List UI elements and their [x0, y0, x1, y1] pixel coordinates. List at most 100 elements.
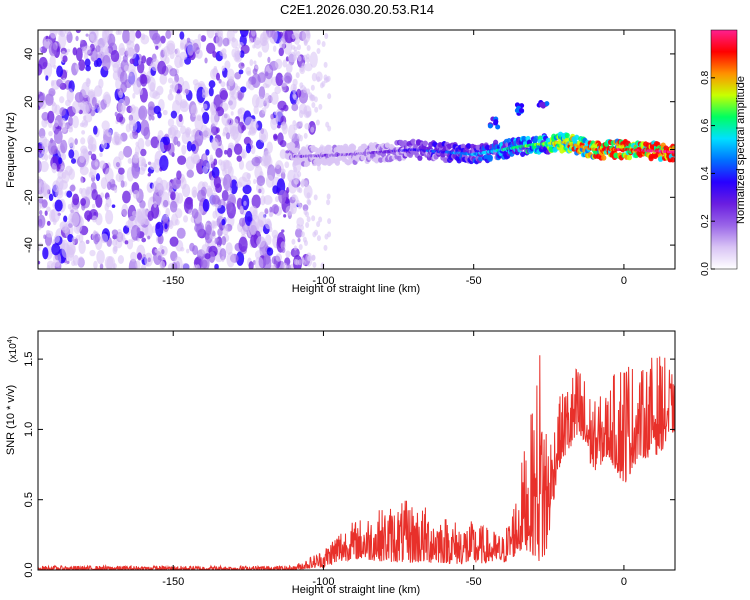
spectrogram-cell	[111, 229, 118, 236]
spectrogram-cell	[274, 85, 281, 95]
spectrogram-cell	[150, 136, 160, 149]
spectrogram-cell	[233, 143, 243, 155]
spectrogram-cell	[316, 48, 321, 55]
spectrogram-cell	[49, 55, 56, 68]
spectrogram-cell	[171, 262, 178, 269]
spectrogram-cell	[264, 208, 269, 215]
spectrogram-cell	[292, 92, 297, 99]
spectrogram-cell	[132, 131, 139, 140]
spectrogram-cell	[205, 224, 212, 236]
spectrogram-cell	[297, 259, 302, 266]
spectrogram-cell	[238, 176, 248, 187]
spectrogram-cell	[215, 147, 223, 158]
spectrogram-cell	[135, 30, 142, 39]
spectrogram-cell	[307, 110, 312, 117]
spectrogram-cell	[324, 32, 329, 39]
spectrogram-cell	[179, 31, 185, 40]
spectrogram-cell	[574, 134, 580, 141]
spectrogram-cell	[163, 46, 171, 57]
spectrogram-axes: -150 -100 -50 0 40 20 0 -20 -40	[23, 30, 675, 287]
spectrogram-cell	[201, 111, 210, 124]
spectrogram-cell	[171, 213, 179, 226]
spectrogram-cell	[230, 111, 234, 116]
spectrogram-cell	[84, 58, 91, 67]
spectrogram-cell	[88, 150, 93, 156]
spectrogram-cell	[218, 78, 222, 84]
spectrogram-cell	[147, 76, 156, 92]
spectrogram-cell	[293, 258, 298, 265]
spectrogram-cell	[292, 87, 297, 94]
snr-ytick-label: 0.0	[23, 562, 35, 577]
spectrogram-cell	[284, 30, 294, 44]
spectrogram-cell	[69, 184, 76, 192]
spectrogram-cell	[262, 82, 268, 89]
spectrogram-cell	[539, 102, 545, 108]
spectrogram-cell	[129, 58, 135, 65]
spectrogram-cell	[39, 135, 48, 145]
spectrogram-cell	[68, 168, 75, 180]
spectrogram-cell	[238, 62, 245, 69]
colorbar: 0.0 0.2 0.4 0.6 0.8 Normalized spectral ampl…	[700, 29, 747, 276]
spectrogram-cell	[284, 75, 292, 83]
spectrogram-cell	[66, 88, 74, 103]
spectrogram-cell	[137, 59, 142, 65]
spectrogram-cell	[323, 61, 328, 68]
spectrogram-cell	[88, 137, 97, 152]
spectrogram-cell	[119, 173, 124, 182]
spectrogram-cell	[249, 59, 254, 66]
snr-xlabel: Height of straight line (km)	[292, 584, 420, 596]
spectrogram-cell	[291, 103, 299, 112]
spectrogram-cell	[258, 128, 269, 143]
spectrogram-cell	[238, 236, 248, 253]
spectrogram-cell	[296, 223, 301, 230]
spectrogram-cell	[206, 42, 216, 54]
spectrogram-cell	[70, 158, 77, 164]
spectrogram-cell	[159, 73, 168, 85]
spectrogram-cell	[122, 190, 131, 204]
spectrogram-cell	[101, 30, 110, 43]
spectrogram-cell	[311, 254, 316, 261]
spectrogram-cell	[296, 133, 301, 140]
spectrogram-cell	[97, 106, 103, 114]
spectrogram-cell	[132, 189, 140, 199]
spectrogram-cell	[78, 59, 86, 71]
spectrogram-cell	[298, 109, 304, 119]
spectrogram-cell	[114, 111, 118, 117]
spectrogram-cell	[234, 71, 242, 80]
spectrogram-cell	[249, 220, 258, 236]
spectrogram-cell	[162, 199, 169, 208]
spectrogram-cell	[151, 115, 155, 121]
spectrogram-cell	[95, 173, 101, 182]
spectrogram-cell	[657, 156, 664, 162]
spectrogram-cell	[159, 179, 169, 191]
spectrogram-cell	[74, 238, 79, 245]
spectrogram-cell	[197, 189, 207, 203]
spectrogram-cell	[262, 255, 272, 269]
spectrogram-cell	[81, 119, 89, 128]
spectrogram-cell	[169, 236, 179, 247]
spectrogram-cell	[94, 161, 99, 167]
spectrogram-cell	[48, 42, 57, 57]
spectrogram-cell	[51, 243, 61, 256]
spectrogram-cell	[210, 110, 219, 127]
spectrogram-cell	[253, 60, 257, 65]
spectrogram-cell	[90, 153, 97, 161]
spectrogram-xlabel: Height of straight line (km)	[292, 283, 420, 295]
spectrogram-cell	[520, 151, 526, 157]
spectrogram-cell	[233, 118, 239, 126]
spectrogram-cell	[68, 116, 74, 127]
spectrogram-cell	[60, 165, 65, 170]
spectrogram-cell	[75, 47, 83, 62]
spectrogram-xtick-label: -100	[312, 275, 334, 287]
spectrogram-cell	[127, 157, 133, 164]
spectrogram-cell	[270, 116, 278, 131]
spectrogram-cell	[422, 140, 428, 147]
spectrogram-cell	[278, 47, 284, 57]
spectrogram-cell	[316, 221, 321, 228]
spectrogram-cell	[269, 226, 273, 233]
spectrogram-cell	[72, 193, 80, 206]
spectrogram-cell	[285, 250, 291, 258]
spectrogram-cell	[302, 259, 307, 266]
spectrogram-cell	[297, 55, 302, 62]
spectrogram-cell	[384, 142, 391, 148]
